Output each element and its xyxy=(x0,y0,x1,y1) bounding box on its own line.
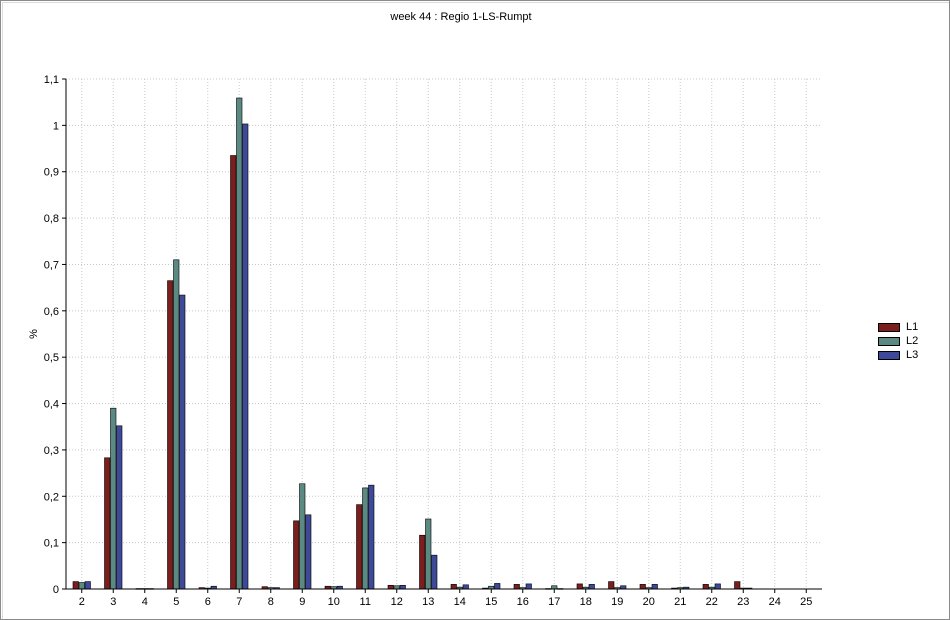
x-tick-label: 23 xyxy=(737,596,749,608)
bar-l1-7 xyxy=(230,155,237,590)
legend-label-l1: L1 xyxy=(906,321,919,333)
x-tick-label: 10 xyxy=(328,596,340,608)
bar-l3-16 xyxy=(525,583,532,590)
bar-l2-2 xyxy=(78,582,85,590)
y-tick-label: 0,9 xyxy=(44,167,59,179)
legend-item-l2: L2 xyxy=(878,334,918,348)
bar-l3-9 xyxy=(305,514,312,590)
bar-l1-23 xyxy=(734,581,741,590)
bar-l3-20 xyxy=(651,584,658,590)
bars-layer xyxy=(72,97,753,590)
y-tick-label: 0,7 xyxy=(44,259,59,271)
x-tick-label: 22 xyxy=(706,596,718,608)
bar-l1-11 xyxy=(356,504,363,590)
chart-title: week 44 : Regio 1-LS-Rumpt xyxy=(390,11,532,23)
x-tick-label: 11 xyxy=(360,596,371,608)
y-tick-label: 0,5 xyxy=(44,352,59,364)
x-tick-label: 2 xyxy=(79,596,85,608)
bar-l3-15 xyxy=(494,583,501,590)
legend-swatch-l1 xyxy=(878,322,900,332)
bar-l3-12 xyxy=(399,584,406,590)
bar-l3-11 xyxy=(368,484,375,590)
y-tick-label: 0,4 xyxy=(44,399,59,411)
x-tick-label: 20 xyxy=(643,596,655,608)
x-tick-label: 24 xyxy=(769,596,781,608)
bar-l1-20 xyxy=(639,584,646,590)
x-tick-label: 16 xyxy=(517,596,529,608)
bar-l1-14 xyxy=(450,584,457,590)
bar-l3-5 xyxy=(179,294,186,590)
x-tick-label: 15 xyxy=(485,596,497,608)
bar-l2-9 xyxy=(299,483,306,590)
legend-label-l3: L3 xyxy=(906,349,919,361)
legend-label-l2: L2 xyxy=(906,335,919,347)
y-axis-label: % xyxy=(28,329,40,339)
x-tick-label: 4 xyxy=(142,596,148,608)
x-tick-label: 19 xyxy=(611,596,623,608)
bar-l1-19 xyxy=(608,581,615,590)
bar-l3-3 xyxy=(116,425,123,590)
x-tick-label: 21 xyxy=(674,596,686,608)
y-tick-label: 0 xyxy=(53,584,59,596)
legend-item-l1: L1 xyxy=(878,320,918,334)
bar-l3-13 xyxy=(431,554,438,590)
bar-l1-3 xyxy=(104,457,111,590)
bar-l2-11 xyxy=(362,487,369,590)
y-tick-label: 0,1 xyxy=(44,538,59,550)
x-tick-label: 13 xyxy=(422,596,434,608)
bar-l3-18 xyxy=(588,584,595,590)
bar-l1-16 xyxy=(513,584,520,590)
x-tick-label: 8 xyxy=(268,596,274,608)
bar-l2-3 xyxy=(110,407,117,590)
bar-l2-7 xyxy=(236,97,243,590)
x-tick-label: 12 xyxy=(391,596,403,608)
x-tick-label: 7 xyxy=(236,596,242,608)
bar-l1-13 xyxy=(419,534,426,590)
y-tick-label: 1,1 xyxy=(44,74,59,86)
bar-l2-5 xyxy=(173,259,180,590)
y-tick-label: 0,3 xyxy=(44,445,59,457)
legend: L1 L2 L3 xyxy=(878,320,918,362)
x-tick-label: 14 xyxy=(454,596,466,608)
x-tick-label: 6 xyxy=(205,596,211,608)
legend-swatch-l3 xyxy=(878,350,900,360)
x-tick-label: 25 xyxy=(800,596,812,608)
bar-l1-18 xyxy=(576,583,583,590)
y-tick-label: 1 xyxy=(53,120,59,132)
labels-layer: 00,10,20,30,40,50,60,70,80,911,12 3 4 5 6 7 8 9… xyxy=(28,74,812,608)
grid-layer xyxy=(66,78,822,589)
x-tick-label: 9 xyxy=(299,596,305,608)
legend-item-l3: L3 xyxy=(878,348,918,362)
x-tick-label: 18 xyxy=(580,596,592,608)
bar-l3-14 xyxy=(462,584,469,590)
legend-swatch-l2 xyxy=(878,336,900,346)
bar-l3-2 xyxy=(84,581,91,590)
y-tick-label: 0,8 xyxy=(44,213,59,225)
x-tick-label: 17 xyxy=(548,596,560,608)
bar-l2-13 xyxy=(425,518,432,590)
y-tick-label: 0,2 xyxy=(44,491,59,503)
bar-l1-5 xyxy=(167,280,174,590)
axes-layer xyxy=(62,78,822,593)
y-tick-label: 0,6 xyxy=(44,306,59,318)
bar-l1-12 xyxy=(387,584,394,590)
bar-l1-22 xyxy=(702,584,709,590)
bar-l3-22 xyxy=(714,583,721,590)
x-tick-label: 5 xyxy=(173,596,179,608)
bar-l1-2 xyxy=(72,581,79,590)
bar-l1-9 xyxy=(293,520,300,590)
x-tick-label: 3 xyxy=(110,596,116,608)
bar-l3-7 xyxy=(242,123,249,590)
